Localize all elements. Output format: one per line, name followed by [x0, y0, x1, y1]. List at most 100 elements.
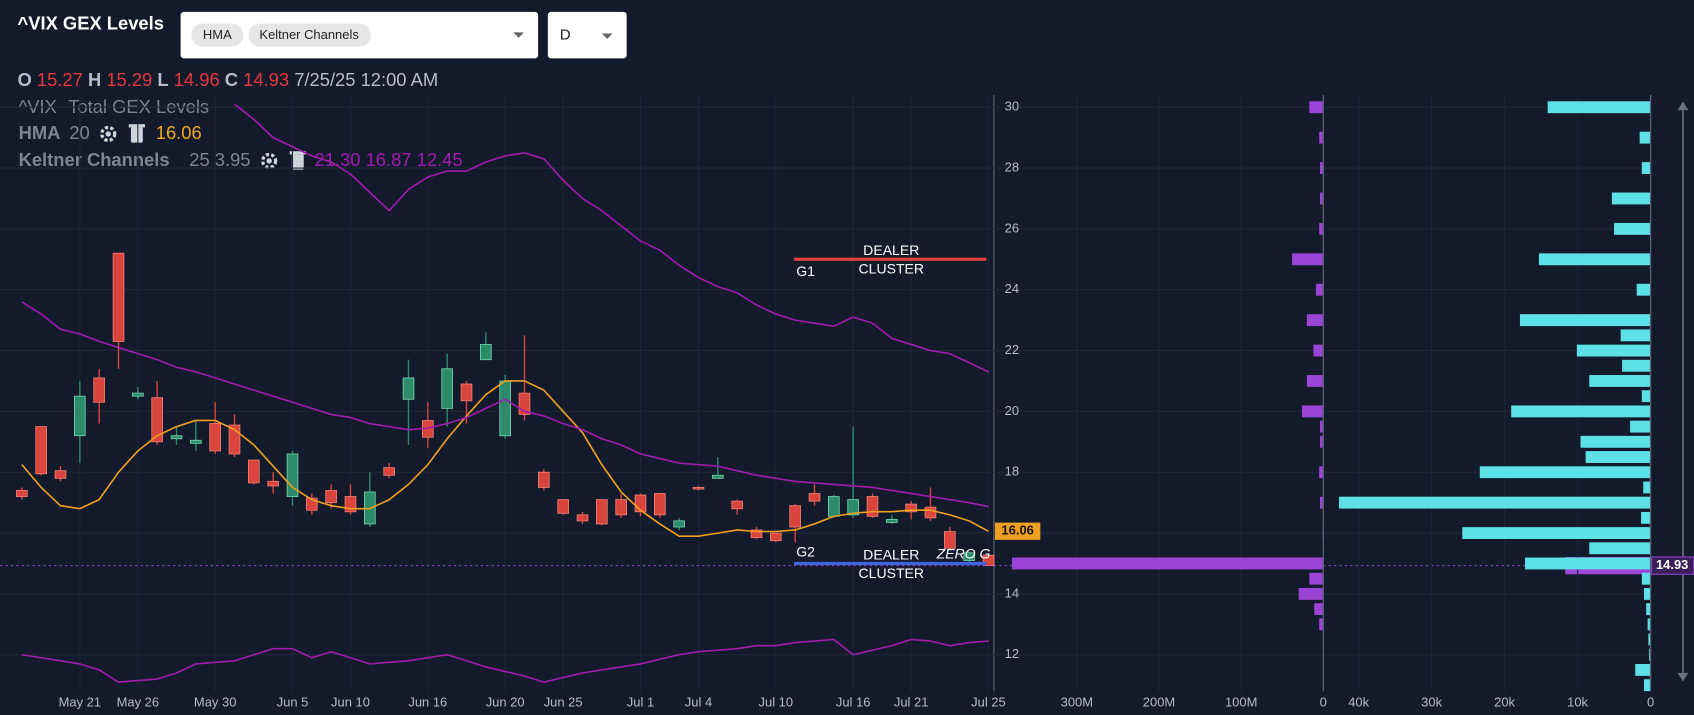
delete-icon[interactable]: [128, 124, 145, 143]
bar: [1479, 466, 1651, 479]
bar: [1580, 435, 1651, 448]
bar: [1309, 101, 1324, 114]
bar: [1630, 420, 1651, 433]
candle-body: [634, 494, 647, 513]
bar: [1614, 222, 1651, 235]
level-label: G2: [796, 543, 815, 559]
candle-body: [228, 424, 241, 455]
y-tick-label: 28: [1005, 159, 1019, 174]
candle-body: [731, 500, 743, 510]
candle-body: [499, 380, 511, 437]
y-tick-label: 12: [1005, 646, 1019, 661]
bar: [1589, 542, 1651, 555]
dropdown-caret[interactable]: [601, 33, 613, 39]
bar: [1639, 131, 1651, 144]
delete-icon[interactable]: [289, 151, 306, 170]
bar: [1319, 466, 1324, 479]
bar: [1292, 253, 1324, 266]
bar: [1576, 344, 1651, 357]
bar: [1649, 648, 1651, 661]
bar: [1635, 664, 1651, 676]
candle-body: [866, 496, 879, 517]
candle-body: [93, 377, 105, 403]
dropdown-caret[interactable]: [513, 32, 525, 38]
bar: [1643, 587, 1651, 600]
candle-body: [286, 453, 299, 497]
x-tick-label: 0: [1647, 695, 1654, 710]
legend-keltner-values: 21.30 16.87 12.45: [315, 149, 463, 170]
candle-body: [750, 529, 763, 539]
candle-body: [924, 506, 937, 519]
settings-icon[interactable]: [100, 125, 117, 143]
candle-body: [692, 487, 705, 490]
ohlc-label: H: [88, 69, 101, 90]
candle-body: [711, 474, 724, 479]
indicator-line: [233, 103, 989, 373]
level-annotation: DEALER CLUSTER: [859, 546, 925, 581]
indicator-chip[interactable]: [191, 23, 244, 47]
ohlc-row: O 15.27 H 15.29 L 14.96 C 14.93 7/25/25 …: [18, 69, 439, 90]
bar: [1320, 192, 1324, 205]
x-tick-label: May 26: [117, 695, 159, 710]
bar: [1309, 572, 1324, 585]
bar: [1611, 192, 1651, 205]
bar: [1338, 496, 1651, 509]
x-tick-label: May 21: [59, 695, 101, 710]
candle-body: [16, 490, 28, 497]
legend-keltner-params: 25 3.95: [189, 149, 250, 170]
legend-hma-value: 16.06: [156, 122, 202, 143]
bar: [1519, 314, 1651, 327]
scroll-up[interactable]: [1677, 101, 1689, 111]
interval-dropdown[interactable]: [547, 11, 627, 59]
y-tick-label: 24: [1005, 281, 1019, 296]
candle-body: [151, 397, 163, 443]
scroll-down[interactable]: [1677, 672, 1689, 682]
x-tick-label: 20k: [1494, 695, 1515, 710]
bar: [1585, 451, 1651, 463]
candle-body: [827, 496, 840, 517]
candle-body: [847, 499, 859, 516]
candle-body: [402, 377, 415, 400]
indicator-line: [21, 380, 989, 537]
bar: [1636, 283, 1651, 296]
y-tick-label: 20: [1005, 403, 1019, 418]
candle-body: [189, 439, 202, 444]
bar: [1648, 633, 1651, 646]
level-annotation-text: DEALER CLUSTER: [858, 242, 925, 277]
x-tick-label: Jul 4: [685, 695, 712, 710]
x-tick-label: Jun 20: [486, 695, 525, 710]
settings-icon[interactable]: [261, 152, 278, 170]
candle-body: [653, 493, 666, 516]
bar: [1643, 481, 1651, 494]
ohlc-label: C: [225, 69, 238, 90]
candle-body: [54, 470, 67, 479]
bar: [1538, 253, 1651, 266]
x-tick-label: Jun 5: [277, 695, 309, 710]
indicator-line: [21, 301, 989, 508]
bar: [1298, 587, 1324, 600]
candle-body: [441, 368, 453, 409]
bar: [1011, 557, 1324, 570]
price-tag-value: 14.93: [1656, 557, 1688, 572]
bar: [1620, 329, 1651, 342]
bar: [1525, 557, 1651, 570]
x-tick-label: 10k: [1567, 695, 1588, 710]
bar: [1319, 618, 1324, 631]
x-tick-label: Jun 10: [331, 695, 370, 710]
candle-body: [576, 514, 589, 522]
x-tick-label: Jul 10: [759, 695, 794, 710]
candle-body: [943, 531, 956, 549]
interval-label: D: [560, 27, 571, 44]
candle-body: [132, 392, 144, 397]
indicator-chip[interactable]: [248, 23, 371, 47]
legend-study: Total GEX Levels: [68, 96, 209, 117]
indicator-chip-label: HMA: [203, 27, 232, 42]
bar: [1547, 101, 1651, 114]
candle-body: [518, 392, 531, 415]
zero-gamma-label: ZERO G: [936, 546, 991, 562]
x-tick-label: 300M: [1061, 695, 1093, 710]
candle-body: [170, 435, 183, 440]
x-tick-label: May 30: [194, 695, 236, 710]
x-tick-label: Jun 16: [408, 695, 447, 710]
